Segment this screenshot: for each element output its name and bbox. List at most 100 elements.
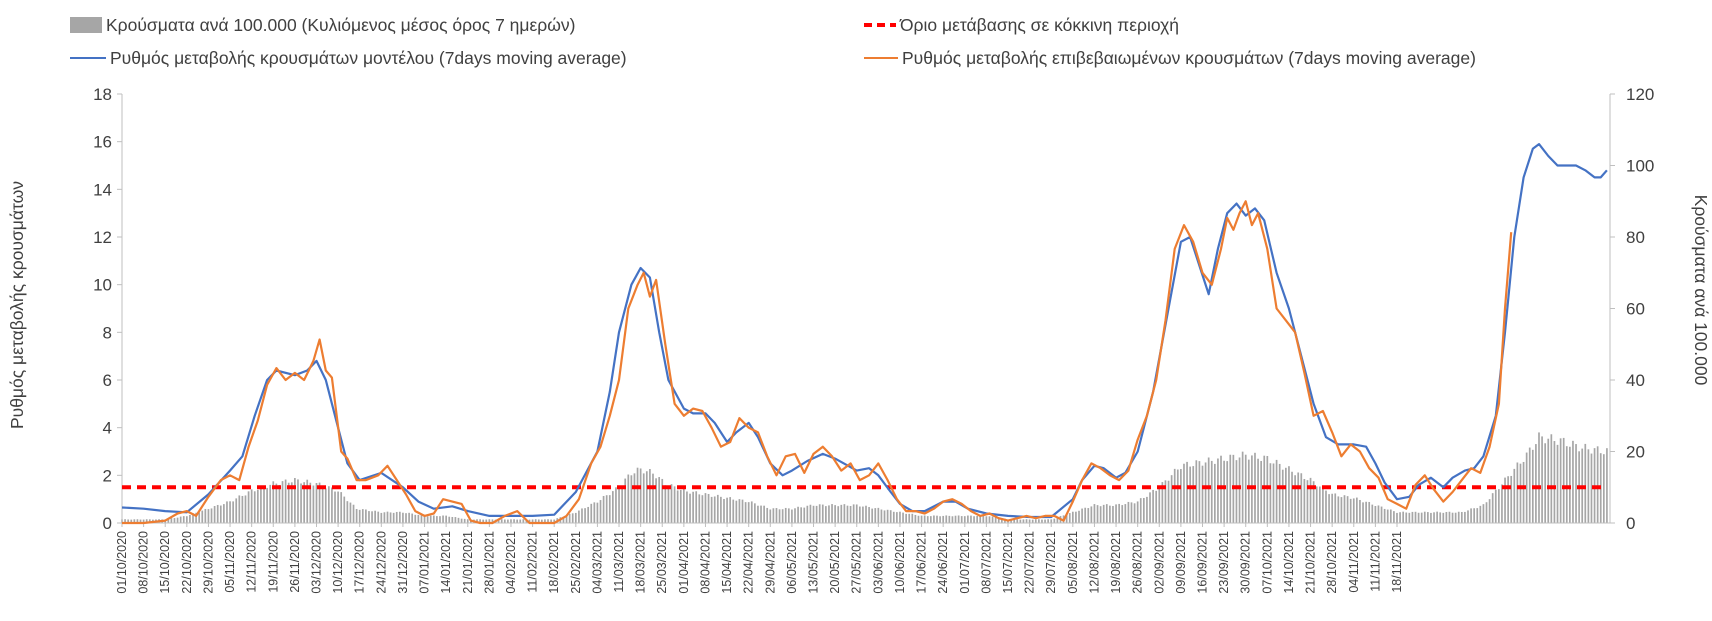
legend-confirmed-label: Ρυθμός μεταβολής επιβεβαιωμένων κρουσμάτ… [902, 48, 1476, 68]
bar [1155, 490, 1158, 523]
bar [1535, 444, 1537, 523]
x-tick-label: 08/10/2020 [137, 531, 151, 594]
bar [1368, 501, 1371, 523]
bar [544, 519, 546, 523]
bar [331, 487, 333, 523]
x-tick-label: 22/04/2021 [742, 531, 756, 594]
x-tick-label: 12/08/2021 [1087, 531, 1101, 594]
bar [358, 509, 361, 523]
bar [1000, 518, 1003, 523]
bar [417, 514, 420, 523]
bar [812, 505, 815, 523]
x-tick-label: 22/10/2020 [180, 531, 194, 594]
bar [414, 514, 417, 523]
x-tick-label: 18/03/2021 [634, 531, 648, 594]
bar [513, 519, 515, 523]
bar [1102, 504, 1105, 523]
bar [1300, 473, 1303, 523]
bar [892, 511, 895, 523]
bar [670, 484, 673, 523]
x-tick-label: 24/06/2021 [936, 531, 950, 594]
bar [1173, 468, 1176, 523]
bar [510, 519, 512, 523]
bar [263, 486, 265, 523]
bar [596, 502, 599, 523]
bar [1065, 514, 1068, 523]
y-tick-label-right: 60 [1626, 300, 1645, 319]
x-tick-label: 30/09/2021 [1239, 531, 1253, 594]
bar [1226, 461, 1229, 523]
bar [1538, 432, 1540, 523]
bar [899, 511, 901, 523]
bar [1380, 506, 1383, 523]
bar [1312, 481, 1315, 523]
bar [948, 515, 951, 523]
x-tick-label: 07/10/2021 [1260, 531, 1274, 594]
bar [207, 509, 210, 523]
bar [695, 491, 698, 523]
bar [1575, 444, 1577, 523]
bar [451, 516, 454, 523]
bar [1288, 466, 1290, 523]
x-tick-label: 26/08/2021 [1131, 531, 1145, 594]
y-tick-label-right: 0 [1626, 514, 1635, 533]
bar [738, 499, 741, 523]
x-tick-label: 15/07/2021 [1001, 531, 1015, 594]
bar [383, 512, 386, 523]
bar [210, 508, 213, 523]
bar [1331, 493, 1334, 523]
bar [1420, 512, 1423, 523]
bar [1396, 512, 1398, 523]
x-tick-label: 26/11/2020 [288, 531, 302, 593]
x-tick-label: 29/04/2021 [763, 531, 777, 594]
bar [1430, 512, 1432, 523]
bar [837, 506, 840, 523]
bar [1136, 501, 1139, 523]
bar [337, 491, 339, 523]
bar [534, 519, 537, 523]
bar [266, 487, 268, 523]
bar [1180, 469, 1182, 523]
bar [933, 515, 935, 523]
bar [1451, 512, 1454, 523]
bar [834, 505, 836, 523]
bar [636, 467, 639, 523]
bar [1257, 458, 1259, 523]
bar [1019, 519, 1022, 523]
bar [352, 504, 355, 523]
bar [809, 504, 812, 523]
bar [130, 519, 133, 523]
x-tick-label: 03/12/2020 [309, 531, 323, 594]
bar [1028, 519, 1031, 523]
bar [667, 486, 670, 523]
bar [599, 500, 602, 523]
bar [920, 515, 923, 523]
bar [1053, 518, 1056, 523]
bar [1213, 463, 1216, 523]
bar [541, 519, 543, 523]
bar [951, 516, 954, 523]
bar [568, 513, 571, 523]
bar [1584, 443, 1587, 523]
bar [772, 508, 775, 523]
bar [1306, 480, 1309, 523]
bar [170, 518, 173, 523]
bar [343, 496, 346, 523]
bar [645, 471, 648, 523]
bar [608, 495, 611, 523]
bar [624, 478, 627, 523]
bar [1139, 498, 1142, 523]
bar [1315, 486, 1318, 523]
bar [238, 495, 241, 523]
bar [886, 509, 889, 523]
bar [754, 503, 756, 523]
bar [1590, 453, 1593, 523]
bar [954, 515, 957, 523]
x-tick-label: 10/12/2020 [331, 531, 345, 594]
legend-threshold-label: Όριο μετάβασης σε κόκκινη περιοχή [899, 15, 1179, 35]
bar [1541, 436, 1543, 523]
bar [1170, 475, 1173, 523]
bar [896, 512, 898, 523]
x-tick-label: 04/03/2021 [590, 531, 604, 594]
bar [420, 514, 423, 523]
